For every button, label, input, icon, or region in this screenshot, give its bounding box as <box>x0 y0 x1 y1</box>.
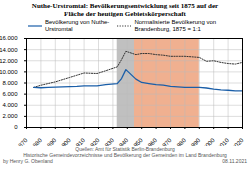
html-text:Quellen: Amt für Statistik Ber: Quellen: Amt für Statistik Berlin-Brande… <box>75 145 175 152</box>
svg-text:6.000: 6.000 <box>2 91 18 97</box>
svg-text:1980: 1980 <box>173 137 187 146</box>
svg-text:8.000: 8.000 <box>2 80 18 86</box>
svg-text:1930: 1930 <box>101 137 115 146</box>
svg-text:14.000: 14.000 <box>0 46 18 52</box>
svg-text:1910: 1910 <box>72 137 86 146</box>
svg-text:0: 0 <box>14 124 18 130</box>
svg-text:12.000: 12.000 <box>0 58 18 64</box>
svg-text:1870: 1870 <box>15 137 29 146</box>
html-text:08.11.2021: 08.11.2021 <box>222 157 247 164</box>
svg-text:1900: 1900 <box>58 137 72 146</box>
html-text:Normalisierte Bevölkerung von: Normalisierte Bevölkerung von Brandenbur… <box>134 19 217 32</box>
svg-text:1920: 1920 <box>87 137 101 146</box>
html-text:by Henry G. Obenland: by Henry G. Obenland <box>3 157 53 164</box>
html-text:Nuthe-Urstromtal: Bevölkerungs: Nuthe-Urstromtal: Bevölkerungsentwicklun… <box>31 2 219 18</box>
html-text:Historische Gemeindevorzeichni: Historische Gemeindevorzeichnisse und Be… <box>23 151 227 158</box>
svg-text:1970: 1970 <box>159 137 173 146</box>
svg-text:2000: 2000 <box>202 137 216 146</box>
svg-text:1990: 1990 <box>188 137 202 146</box>
svg-text:2.000: 2.000 <box>2 113 18 119</box>
svg-text:4.000: 4.000 <box>2 102 18 108</box>
svg-text:2010: 2010 <box>216 137 230 146</box>
svg-text:2020: 2020 <box>231 137 245 146</box>
svg-text:10.000: 10.000 <box>0 69 18 75</box>
svg-text:1890: 1890 <box>44 137 58 146</box>
svg-text:1940: 1940 <box>116 137 130 146</box>
svg-text:1880: 1880 <box>29 137 43 146</box>
html-text:Bevölkerung von Nuthe- Urstrom: Bevölkerung von Nuthe- Urstromtal <box>45 19 110 32</box>
svg-text:1950: 1950 <box>130 137 144 146</box>
svg-text:16.000: 16.000 <box>0 35 18 41</box>
svg-text:1960: 1960 <box>144 137 158 146</box>
